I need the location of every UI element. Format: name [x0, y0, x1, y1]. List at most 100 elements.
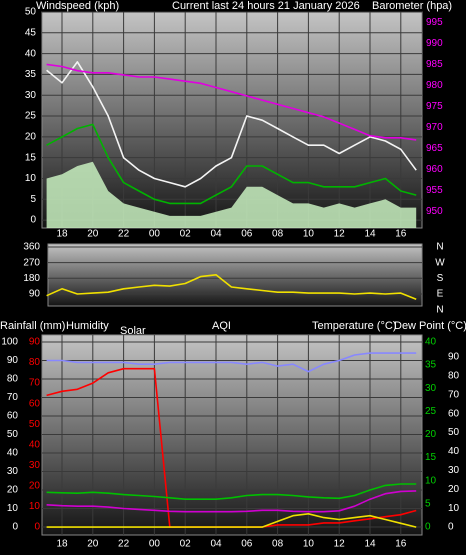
area: [46, 161, 417, 228]
y2-tick-label: 950: [426, 206, 443, 217]
x-tick-label: 08: [272, 229, 284, 240]
y2-tick-label: 990: [426, 38, 443, 49]
y-tick-label: 45: [25, 27, 37, 38]
y2-tick-label: S: [437, 273, 444, 284]
y4-tick-label: 90: [448, 352, 460, 363]
line: [46, 483, 417, 500]
x-tick-label: 18: [56, 539, 68, 550]
x-tick-label: 12: [334, 539, 346, 550]
x-tick-label: 08: [272, 539, 284, 550]
y4-tick-label: 0: [448, 522, 454, 533]
x-tick-label: 04: [210, 539, 222, 550]
y2-tick-label: 985: [426, 59, 443, 70]
y4-tick-label: 30: [448, 465, 460, 476]
y-tick-label: 360: [23, 242, 40, 253]
y-tick-label: 80: [7, 374, 19, 385]
y-tick-label: 50: [7, 429, 19, 440]
y-tick-label: 50: [25, 7, 37, 18]
x-tick-label: 22: [118, 539, 130, 550]
line: [46, 123, 417, 205]
y2-tick-label: N: [436, 304, 443, 315]
line: [46, 63, 417, 141]
y4-tick-label: 20: [448, 484, 460, 495]
y2-tick-label: 40: [425, 337, 437, 348]
y2-tick-label: W: [435, 257, 445, 268]
y3-tick-label: 30: [29, 460, 41, 471]
y-tick-label: 40: [7, 448, 19, 459]
y3-tick-label: 70: [29, 378, 41, 389]
y-tick-label: 10: [7, 503, 19, 514]
y-tick-label: 35: [25, 69, 37, 80]
x-tick-label: 14: [364, 539, 376, 550]
x-tick-label: 14: [364, 229, 376, 240]
y-tick-label: 100: [1, 337, 18, 348]
y-tick-label: 0: [30, 215, 36, 226]
x-tick-label: 00: [149, 229, 161, 240]
y-tick-label: 90: [7, 355, 19, 366]
x-tick-label: 12: [334, 229, 346, 240]
line: [46, 61, 417, 188]
y-tick-label: 30: [25, 90, 37, 101]
x-tick-label: 00: [149, 539, 161, 550]
y-tick-label: 20: [7, 485, 19, 496]
y2-tick-label: N: [436, 242, 443, 253]
y-tick-label: 90: [29, 289, 41, 300]
y-tick-label: 20: [25, 131, 37, 142]
y-tick-label: 270: [23, 257, 40, 268]
y3-tick-label: 60: [29, 398, 41, 409]
y3-tick-label: 90: [29, 337, 41, 348]
x-tick-label: 02: [180, 539, 192, 550]
y4-tick-label: 80: [448, 370, 460, 381]
y2-tick-label: 15: [425, 452, 437, 463]
line: [46, 513, 417, 528]
y-axis-label: Windspeed (kph): [36, 0, 119, 12]
y2-tick-label: 980: [426, 80, 443, 91]
y3-tick-label: 0: [34, 522, 40, 533]
x-tick-label: 16: [395, 539, 407, 550]
y2-tick-label: 30: [425, 383, 437, 394]
y-tick-label: 25: [25, 111, 37, 122]
axis-label: Temperature (°C): [312, 320, 396, 332]
x-tick-label: 20: [87, 229, 99, 240]
y2-tick-label: 0: [425, 522, 431, 533]
y2-tick-label: 5: [425, 499, 431, 510]
y3-tick-label: 10: [29, 501, 41, 512]
y2-tick-label: 20: [425, 429, 437, 440]
y-tick-label: 10: [25, 173, 37, 184]
axis-label: Dew Point (°C): [394, 320, 466, 332]
y-tick-label: 5: [30, 194, 36, 205]
y-tick-label: 0: [12, 522, 18, 533]
y4-tick-label: 50: [448, 427, 460, 438]
x-tick-label: 10: [303, 229, 315, 240]
y2-tick-label: 10: [425, 475, 437, 486]
y2-tick-label: 975: [426, 101, 443, 112]
axis-label: Rainfall (mm): [0, 320, 65, 332]
x-tick-label: 18: [56, 229, 68, 240]
x-tick-label: 20: [87, 539, 99, 550]
y3-tick-label: 40: [29, 439, 41, 450]
y2-tick-label: 955: [426, 185, 443, 196]
line: [46, 490, 417, 513]
y3-tick-label: 80: [29, 357, 41, 368]
axis-label: AQI: [212, 320, 231, 332]
y2-tick-label: 965: [426, 143, 443, 154]
y-tick-label: 180: [23, 273, 40, 284]
line: [46, 352, 417, 373]
y-tick-label: 40: [25, 48, 37, 59]
y-tick-label: 70: [7, 392, 19, 403]
plot-area: [47, 243, 423, 307]
y4-tick-label: 10: [448, 503, 460, 514]
y2-tick-label: E: [437, 289, 444, 300]
x-tick-label: 02: [180, 229, 192, 240]
y-tick-label: 30: [7, 466, 19, 477]
y2-tick-label: 995: [426, 17, 443, 28]
x-tick-label: 06: [241, 539, 253, 550]
y-tick-label: 60: [7, 411, 19, 422]
x-tick-label: 16: [395, 229, 407, 240]
x-tick-label: 06: [241, 229, 253, 240]
x-tick-label: 22: [118, 229, 130, 240]
y3-tick-label: 50: [29, 419, 41, 430]
axis-label: Solar: [120, 325, 146, 337]
y4-tick-label: 40: [448, 446, 460, 457]
